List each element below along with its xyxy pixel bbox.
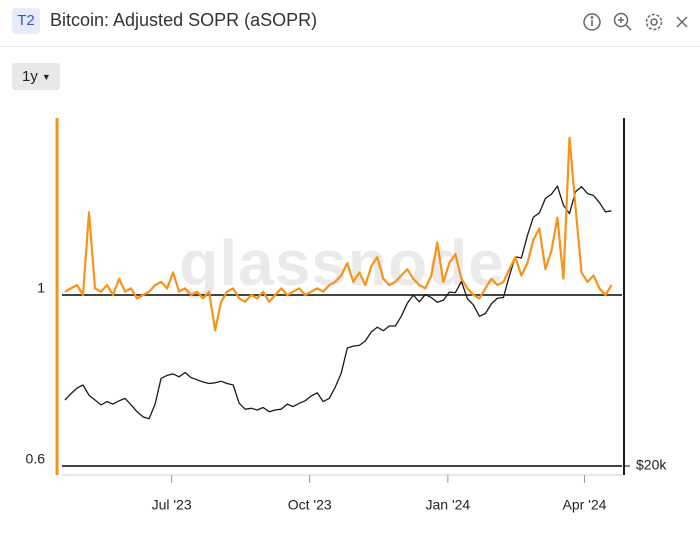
watermark: glassnode bbox=[179, 227, 505, 299]
x-tick-label: Jan '24 bbox=[425, 497, 470, 513]
series-line bbox=[64, 136, 613, 332]
title: Bitcoin: Adjusted SOPR (aSOPR) bbox=[50, 10, 318, 30]
x-tick-label: Oct '23 bbox=[288, 497, 332, 513]
header-icons bbox=[583, 12, 688, 31]
settings-icon[interactable] bbox=[645, 13, 663, 31]
dropdown-arrow: ▼ bbox=[41, 71, 51, 82]
zoom-icon[interactable] bbox=[613, 12, 632, 31]
y2-tick-label: $20k bbox=[636, 457, 667, 473]
range-button[interactable]: 1y ▼ bbox=[12, 63, 60, 90]
x-tick-label: Jul '23 bbox=[152, 497, 192, 513]
y-tick-label: 1 bbox=[37, 280, 45, 296]
range-label: 1y bbox=[22, 68, 38, 85]
y-tick-label: 0.6 bbox=[26, 451, 46, 467]
badge: T2 bbox=[12, 8, 40, 34]
header: T2 Bitcoin: Adjusted SOPR (aSOPR) bbox=[0, 0, 700, 47]
x-tick-label: Apr '24 bbox=[563, 497, 607, 513]
info-icon[interactable] bbox=[583, 13, 601, 31]
series-line bbox=[64, 185, 612, 420]
close-icon[interactable] bbox=[676, 16, 688, 28]
